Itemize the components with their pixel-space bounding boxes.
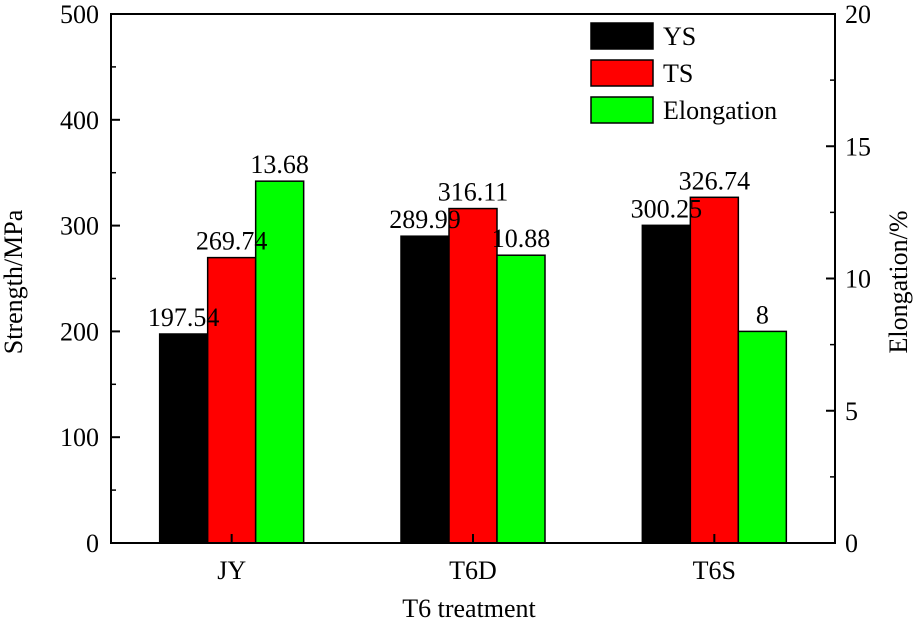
- data-label: 10.88: [492, 224, 551, 253]
- data-label: 316.11: [438, 178, 509, 207]
- legend-swatch: [590, 22, 654, 50]
- x-tick-label: JY: [217, 556, 246, 585]
- y2-tick-label: 10: [845, 265, 871, 294]
- data-label: 300.25: [631, 194, 703, 223]
- y-tick-label: 300: [60, 212, 99, 241]
- legend-label: Elongation: [663, 96, 777, 125]
- bar: [400, 235, 450, 544]
- data-label: 326.74: [679, 166, 751, 195]
- y2-tick-label: 15: [845, 132, 871, 161]
- y2-axis-title: Elongation/%: [884, 211, 913, 354]
- bars: [158, 180, 788, 544]
- x-tick-label: T6D: [449, 556, 497, 585]
- legend-label: TS: [663, 59, 693, 88]
- data-label: 197.54: [148, 303, 220, 332]
- bar: [737, 330, 788, 544]
- y2-tick-label: 5: [845, 397, 858, 426]
- x-tick-label: T6S: [693, 556, 736, 585]
- axes: 0 100 200 300 400 500 0 5 10 15 20 JY T6D T6S: [60, 0, 871, 585]
- y-tick-label: 0: [86, 529, 99, 558]
- y-tick-label: 200: [60, 317, 99, 346]
- x-axis-title: T6 treatment: [402, 594, 536, 623]
- y2-tick-label: 20: [845, 0, 871, 29]
- legend-label: YS: [663, 22, 696, 51]
- data-label: 269.74: [196, 227, 268, 256]
- y2-tick-label: 0: [845, 529, 858, 558]
- data-label: 13.68: [250, 150, 309, 179]
- bar: [641, 224, 692, 544]
- data-label: 289.99: [389, 205, 461, 234]
- y-tick-label: 100: [60, 423, 99, 452]
- legend-swatch: [590, 96, 654, 124]
- y-tick-label: 500: [60, 0, 99, 29]
- bar: [254, 180, 305, 544]
- y-tick-label: 400: [60, 106, 99, 135]
- data-label: 8: [756, 300, 769, 329]
- legend: YS TS Elongation: [590, 22, 777, 125]
- y-axis-title: Strength/MPa: [0, 209, 28, 354]
- bar: [158, 333, 209, 544]
- bar: [496, 254, 546, 544]
- legend-swatch: [590, 59, 654, 87]
- bar: [689, 196, 740, 544]
- bar: [448, 207, 498, 544]
- bar: [206, 256, 257, 544]
